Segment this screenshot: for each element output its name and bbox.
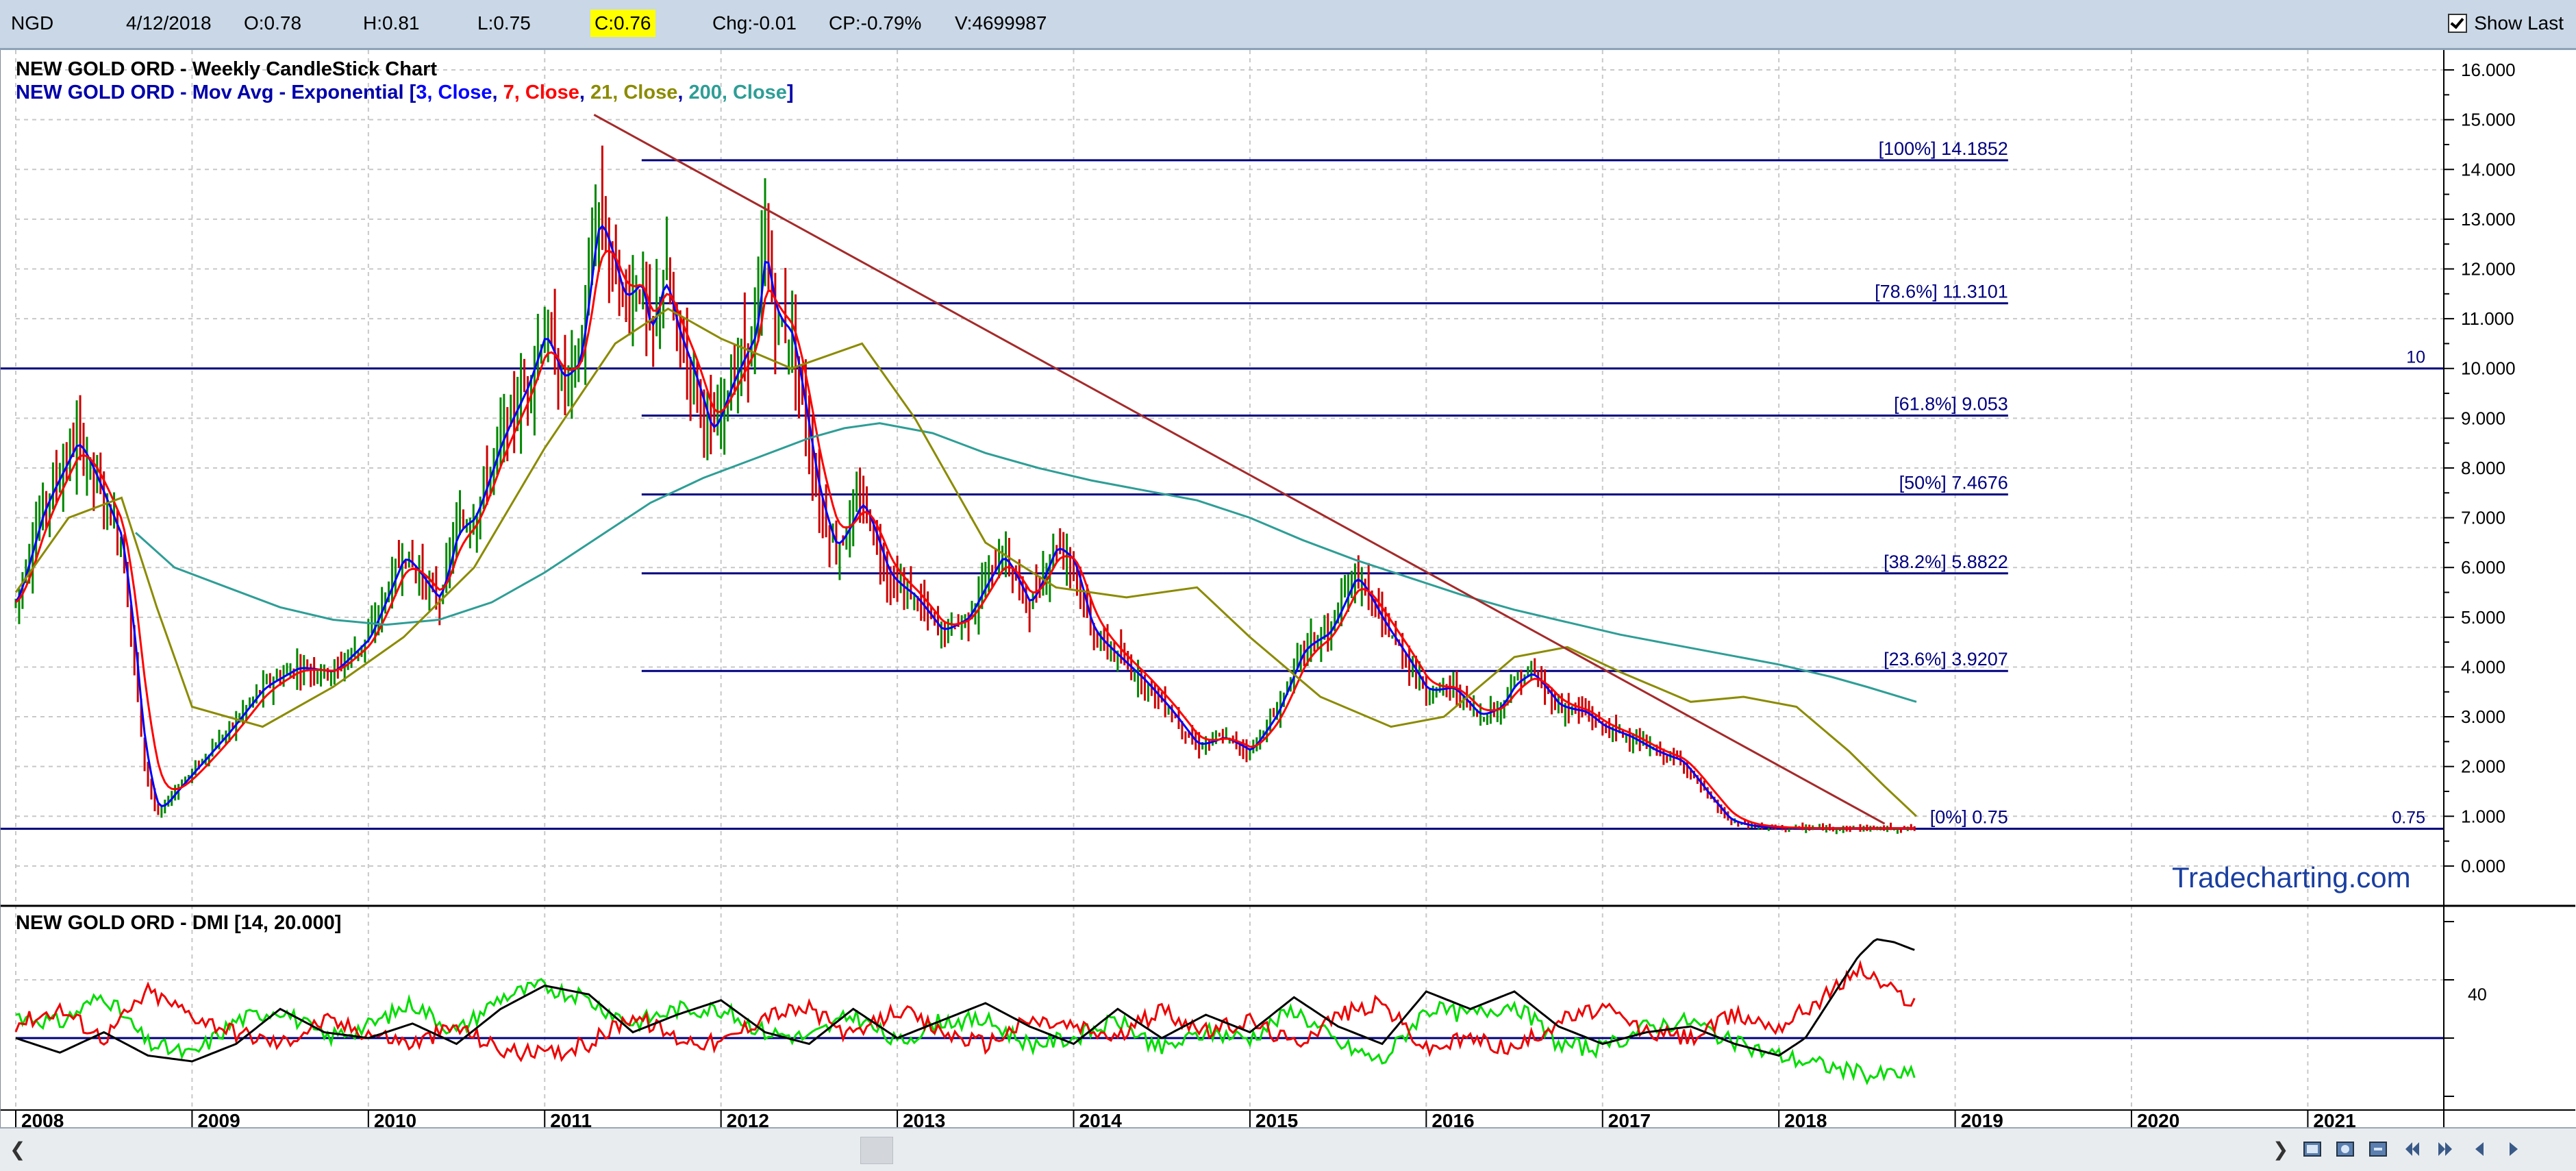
x-tick-label: 2010 bbox=[374, 1110, 416, 1127]
ema-7-line bbox=[15, 249, 1915, 830]
scroll-left-icon[interactable]: ❮ bbox=[10, 1139, 26, 1160]
page-forward-icon[interactable] bbox=[2431, 1135, 2459, 1163]
high-value: H:0.81 bbox=[363, 12, 420, 34]
y-tick-label: 11.000 bbox=[2461, 308, 2514, 329]
legend-ema-3: 3, Close bbox=[416, 82, 492, 103]
y-tick-label: 10.000 bbox=[2461, 358, 2516, 379]
y-tick-label: 9.000 bbox=[2461, 408, 2505, 428]
chart-canvas[interactable]: [100%] 14.1852 [78.6%] 11.3101 [61.8%] 9.0… bbox=[1, 50, 2575, 1127]
zoom-out-icon[interactable] bbox=[2364, 1135, 2392, 1163]
y-tick-label: 16.000 bbox=[2461, 60, 2516, 80]
legend-ema-7: 7, Close bbox=[503, 82, 579, 103]
x-tick-label: 2015 bbox=[1255, 1110, 1298, 1127]
line-075-label: 0.75 bbox=[2392, 808, 2425, 827]
legend-prefix: NEW GOLD ORD - Mov Avg - Exponential [ bbox=[16, 82, 416, 103]
x-tick-label: 2011 bbox=[550, 1110, 592, 1127]
legend-separator: , bbox=[579, 82, 590, 103]
dmi-panel bbox=[14, 921, 2454, 1097]
watermark: Tradecharting.com bbox=[2172, 861, 2411, 893]
scroll-right-icon[interactable]: ❯ bbox=[2273, 1139, 2289, 1160]
date-label: 4/12/2018 bbox=[126, 12, 212, 34]
dmi-plus-di-line bbox=[15, 978, 1916, 1086]
checkbox-check-icon[interactable] bbox=[2448, 14, 2468, 33]
y-tick-label: 12.000 bbox=[2461, 259, 2516, 280]
price-series bbox=[14, 114, 1918, 835]
close-value: C:0.76 bbox=[590, 10, 655, 37]
fib-level-label: [61.8%] 9.053 bbox=[1894, 394, 2008, 415]
legend-separator: , bbox=[677, 82, 688, 103]
legend-ema-200: 200, Close bbox=[688, 82, 786, 103]
zoom-in-icon[interactable] bbox=[2331, 1135, 2359, 1163]
change-value: Chg:-0.01 bbox=[712, 12, 797, 34]
show-last-checkbox[interactable]: Show Last bbox=[2448, 10, 2564, 37]
fib-level-label: [23.6%] 3.9207 bbox=[1884, 649, 2008, 669]
legend-suffix: ] bbox=[787, 82, 794, 103]
y-tick-label: 2.000 bbox=[2461, 756, 2505, 777]
x-tick-label: 2019 bbox=[1961, 1110, 2003, 1127]
low-value: L:0.75 bbox=[477, 12, 531, 34]
x-tick-label: 2014 bbox=[1079, 1110, 1123, 1127]
legend-separator: , bbox=[492, 82, 503, 103]
x-tick-label: 2012 bbox=[727, 1110, 769, 1127]
zoom-fit-icon[interactable] bbox=[2299, 1135, 2326, 1163]
legend-ema-21: 21, Close bbox=[590, 82, 677, 103]
x-tick-label: 2009 bbox=[197, 1110, 240, 1127]
x-tick-label: 2013 bbox=[903, 1110, 945, 1127]
line-10-label: 10 bbox=[2406, 348, 2425, 367]
step-back-icon[interactable] bbox=[2466, 1135, 2493, 1163]
y-tick-label: 14.000 bbox=[2461, 159, 2516, 180]
quote-toolbar: NGD 4/12/2018 O:0.78 H:0.81 L:0.75 C:0.7… bbox=[0, 0, 2576, 50]
fib-level-label: [100%] 14.1852 bbox=[1879, 138, 2008, 159]
fib-level-label: [50%] 7.4676 bbox=[1899, 473, 2008, 493]
x-tick-label: 2021 bbox=[2313, 1110, 2355, 1127]
dmi-minus-di-line bbox=[14, 959, 1916, 1063]
volume-value: V:4699987 bbox=[955, 12, 1047, 34]
dmi-adx-line bbox=[15, 938, 1915, 1063]
scroll-bar[interactable]: ❮ ❯ bbox=[0, 1127, 2576, 1171]
chart-area[interactable]: [100%] 14.1852 [78.6%] 11.3101 [61.8%] 9.0… bbox=[0, 50, 2576, 1127]
y-tick-label: 6.000 bbox=[2461, 557, 2505, 578]
change-percent-value: CP:-0.79% bbox=[829, 12, 922, 34]
price-axis[interactable]: 0.000 1.000 2.000 3.000 4.000 5.000 6.000 7.000… bbox=[2444, 60, 2516, 876]
fibonacci-retracement[interactable]: [100%] 14.1852 [78.6%] 11.3101 [61.8%] 9.0… bbox=[641, 138, 2008, 828]
x-tick-label: 2016 bbox=[1431, 1110, 1474, 1127]
fib-level-label: [0%] 0.75 bbox=[1930, 806, 2008, 827]
y-tick-label: 13.000 bbox=[2461, 209, 2516, 230]
open-value: O:0.78 bbox=[244, 12, 302, 34]
trendline[interactable] bbox=[593, 114, 1886, 825]
y-tick-label: 0.000 bbox=[2461, 856, 2505, 876]
fib-level-label: [78.6%] 11.3101 bbox=[1875, 282, 2008, 302]
grid bbox=[15, 50, 2444, 1110]
x-tick-label: 2008 bbox=[21, 1110, 64, 1127]
show-last-label: Show Last bbox=[2474, 12, 2564, 34]
horizontal-lines bbox=[1, 367, 2444, 830]
x-tick-label: 2020 bbox=[2137, 1110, 2179, 1127]
y-tick-label: 7.000 bbox=[2461, 508, 2505, 528]
symbol-label: NGD bbox=[11, 12, 54, 34]
time-axis[interactable]: 2008 2009 2010 2011 2012 2013 2014 2015 2016 2017… bbox=[15, 1110, 2356, 1127]
y-tick-label: 5.000 bbox=[2461, 607, 2505, 628]
y-tick-label: 15.000 bbox=[2461, 110, 2516, 130]
y-tick-label: 4.000 bbox=[2461, 656, 2505, 677]
y-tick-label: 1.000 bbox=[2461, 806, 2505, 826]
fib-level-label: [38.2%] 5.8822 bbox=[1884, 552, 2008, 572]
first-page-icon[interactable] bbox=[2399, 1135, 2426, 1163]
x-tick-label: 2017 bbox=[1608, 1110, 1651, 1127]
x-tick-label: 2018 bbox=[1784, 1110, 1827, 1127]
step-forward-icon[interactable] bbox=[2500, 1135, 2527, 1163]
y-tick-label: 8.000 bbox=[2461, 458, 2505, 478]
chart-title: NEW GOLD ORD - Weekly CandleStick Chart bbox=[16, 58, 437, 80]
ema-21-line bbox=[14, 307, 1918, 817]
scroll-thumb[interactable] bbox=[860, 1137, 893, 1164]
ema-200-line bbox=[134, 422, 1917, 703]
y-tick-label: 3.000 bbox=[2461, 706, 2505, 727]
moving-average-legend: NEW GOLD ORD - Mov Avg - Exponential [3,… bbox=[16, 82, 794, 103]
dmi-title: NEW GOLD ORD - DMI [14, 20.000] bbox=[16, 912, 341, 934]
dmi-level-40-label: 40 bbox=[2468, 985, 2487, 1004]
